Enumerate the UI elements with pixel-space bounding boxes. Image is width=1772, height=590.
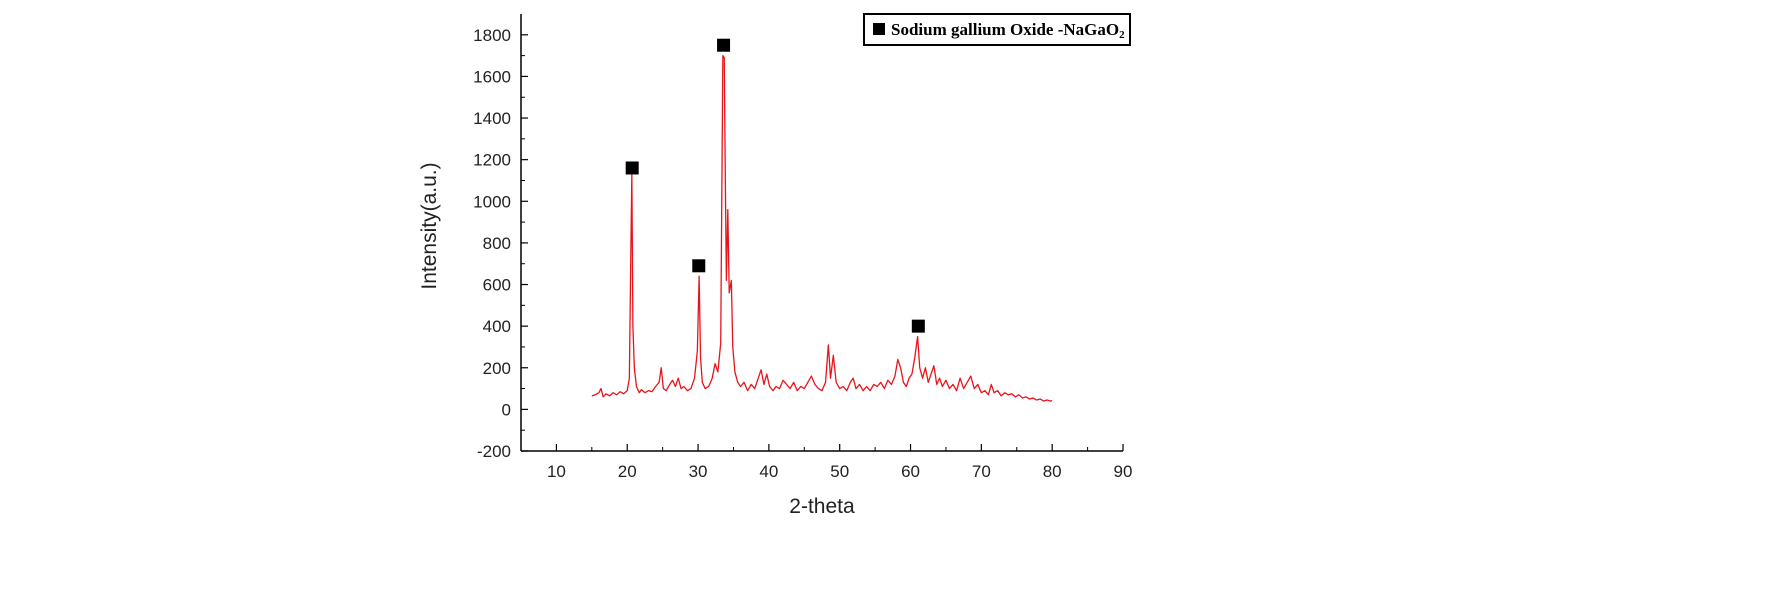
x-tick-label: 20	[618, 462, 637, 481]
x-tick-label: 30	[689, 462, 708, 481]
legend-label: Sodium gallium Oxide -NaGaO2	[891, 20, 1125, 41]
x-tick-label: 60	[901, 462, 920, 481]
x-tick-label: 10	[547, 462, 566, 481]
legend-marker-square	[873, 23, 885, 35]
series-layer	[591, 54, 1053, 402]
peak-marker-square	[717, 38, 731, 52]
peak-marker-square	[692, 259, 706, 273]
y-tick-label: 1000	[473, 192, 511, 211]
x-tick-label: 40	[759, 462, 778, 481]
y-tick-label: 1600	[473, 67, 511, 86]
legend-label-main: Sodium gallium Oxide -NaGaO	[891, 20, 1119, 39]
x-axis-title: 2-theta	[789, 495, 855, 518]
y-tick-label: 600	[483, 276, 511, 295]
x-tick-label: 90	[1114, 462, 1133, 481]
y-tick-label: 1400	[473, 109, 511, 128]
y-axis-ticks: -200 0 200 400 600 800 1000 1200 1400 1600 1800	[473, 26, 528, 461]
y-axis-title: Intensity(a.u.)	[418, 162, 441, 289]
y-tick-label: 1800	[473, 26, 511, 45]
legend: Sodium gallium Oxide -NaGaO2	[863, 13, 1131, 46]
legend-box	[863, 13, 1131, 46]
series-line	[591, 54, 1053, 402]
y-tick-label: 400	[483, 317, 511, 336]
y-tick-label: -200	[477, 442, 511, 461]
x-axis-ticks: 10 20 30 40 50 60 70 80 90	[520, 444, 1133, 481]
y-tick-label: 200	[483, 359, 511, 378]
peak-marker-square	[911, 319, 925, 333]
peak-marker-square	[625, 161, 639, 175]
x-tick-label: 80	[1043, 462, 1062, 481]
y-tick-label: 1200	[473, 151, 511, 170]
x-tick-label: 50	[830, 462, 849, 481]
legend-label-subscript: 2	[1119, 29, 1125, 41]
x-tick-label: 70	[972, 462, 991, 481]
y-tick-label: 800	[483, 234, 511, 253]
y-tick-label: 0	[502, 400, 511, 419]
peak-markers	[625, 38, 925, 333]
